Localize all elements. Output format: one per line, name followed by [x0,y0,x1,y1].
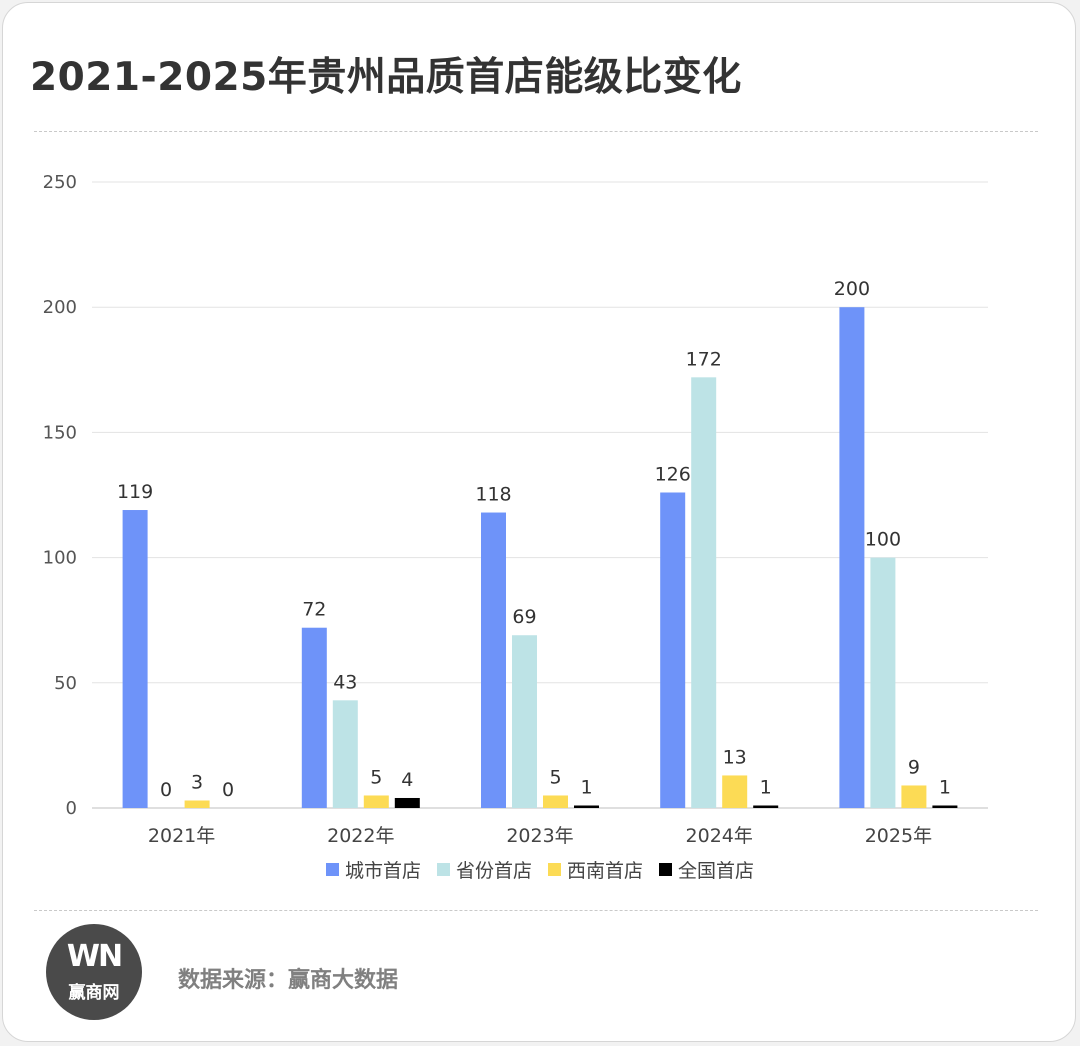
data-source: 数据来源：赢商大数据 [178,968,399,993]
bar [839,307,865,808]
chart-legend: 城市首店 省份首店 西南首店 全国首店 [0,856,1080,883]
legend-label: 西南首店 [567,860,644,882]
data-label: 13 [723,746,747,768]
winshang-logo: WN 赢商网 [46,924,142,1020]
legend-swatch [436,863,450,876]
bar [301,627,327,808]
x-tick-label: 2024年 [686,825,753,847]
data-label: 172 [686,348,722,370]
data-label: 119 [117,481,153,503]
data-label: 5 [370,766,382,788]
bar [901,785,927,808]
bar [753,805,779,808]
bar [481,512,506,808]
bar [722,775,748,808]
legend-swatch [325,863,339,876]
legend-item: 西南首店 [548,856,643,883]
bar [512,635,537,808]
bar [394,797,420,808]
y-tick-label: 250 [43,172,77,193]
y-tick-label: 100 [43,548,77,569]
legend-swatch [659,863,673,876]
x-tick-label: 2022年 [327,825,394,847]
data-label: 1 [580,776,592,798]
y-tick-label: 50 [54,673,77,694]
top-divider [34,131,1038,132]
bottom-divider [34,910,1038,911]
data-label: 9 [908,756,920,778]
y-tick-label: 200 [43,297,77,318]
y-tick-label: 0 [66,798,77,819]
data-label: 118 [475,484,511,506]
x-tick-label: 2025年 [865,825,932,847]
legend-item: 省份首店 [436,856,532,883]
y-tick-label: 150 [43,422,77,443]
bar [332,700,358,808]
bar [574,805,599,808]
data-label: 1 [760,776,772,798]
data-label: 72 [302,599,326,621]
data-label: 4 [401,769,413,791]
bar [660,492,686,808]
legend-swatch [548,863,561,876]
data-label: 43 [333,671,357,693]
data-label: 100 [865,529,901,551]
data-label: 126 [655,463,691,485]
legend-label: 城市首店 [344,860,421,882]
bar [184,800,210,808]
x-tick-label: 2023年 [506,825,573,847]
legend-label: 全国首店 [678,860,755,882]
logo-text: 赢商网 [68,982,120,1003]
legend-label: 省份首店 [455,860,532,882]
legend-item: 全国首店 [659,856,754,883]
bar [870,557,896,808]
chart-title: 2021-2025年贵州品质首店能级比变化 [30,55,742,100]
data-label: 3 [191,771,203,793]
data-label: 69 [512,606,536,628]
data-label: 0 [160,779,172,801]
bar [932,805,958,808]
x-tick-label: 2021年 [148,825,215,847]
logo-mark: WN [66,938,123,974]
data-label: 200 [834,278,870,300]
bar [543,795,568,808]
data-label: 1 [939,776,951,798]
bar [122,510,148,808]
legend-item: 城市首店 [325,856,421,883]
data-label: 5 [549,766,561,788]
bar [363,795,389,808]
data-label: 0 [222,779,234,801]
bar [691,377,717,808]
